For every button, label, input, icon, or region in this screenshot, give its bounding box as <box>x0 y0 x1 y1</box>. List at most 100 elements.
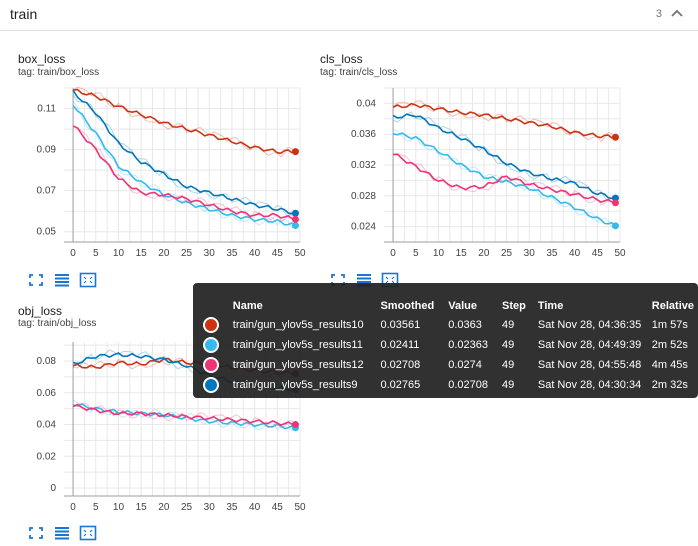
header-smoothed: Smoothed <box>380 300 435 312</box>
raw-value: 0.0363 <box>448 319 482 331</box>
fit-domain-icon[interactable] <box>79 525 97 541</box>
x-tick-label: 15 <box>136 502 148 513</box>
raw-value: 0.02708 <box>448 379 488 391</box>
grid <box>64 87 301 242</box>
y-tick-label: 0.06 <box>37 388 57 399</box>
series-line <box>393 153 616 204</box>
step-value: 49 <box>502 359 515 371</box>
x-tick-label: 30 <box>204 248 216 259</box>
series-3 <box>392 153 619 207</box>
x-tick-label: 20 <box>478 248 490 259</box>
fit-domain-icon[interactable] <box>79 272 97 288</box>
x-tick-label: 30 <box>204 502 216 513</box>
cls-loss-chart[interactable]: 0 5 10 15 20 25 30 35 40 45 50 0.024 0.028 0.032 0.036… <box>320 80 640 270</box>
data-table-icon[interactable] <box>355 272 373 288</box>
x-tick-label: 10 <box>113 502 125 513</box>
series-line <box>72 88 296 154</box>
chart-card-obj-loss: obj_loss tag: train/obj_loss <box>0 292 330 546</box>
run-name: train/gun_ylov5s_results11 <box>232 339 363 351</box>
chart-toolbar <box>27 272 97 288</box>
time-value: Sat Nov 28, 04:49:39 <box>537 339 642 351</box>
run-color-dot <box>199 375 229 395</box>
y-tick-label: 0.02 <box>37 451 57 462</box>
series-0 <box>72 86 299 158</box>
run-name: train/gun_ylov5s_results10 <box>232 319 364 331</box>
time-value: Sat Nov 28, 04:55:48 <box>537 359 642 371</box>
x-tick-label: 10 <box>433 248 445 259</box>
y-tick-label: 0.036 <box>351 129 376 140</box>
header-relative: Relative <box>651 300 694 312</box>
y-tick-label: 0.11 <box>37 104 56 115</box>
series-line <box>72 89 296 215</box>
section-title: train <box>10 6 38 22</box>
series-end-point <box>291 215 299 223</box>
chart-count: 3 <box>655 8 662 20</box>
series-line <box>72 125 296 221</box>
x-tick-label: 15 <box>136 248 148 259</box>
header-step: Step <box>502 300 526 312</box>
x-tick-label: 5 <box>93 248 99 259</box>
raw-series-line <box>392 153 616 206</box>
x-tick-label: 5 <box>93 502 99 513</box>
tooltip-header-row: Name Smoothed Value Step Time Relative <box>199 297 698 315</box>
chart-tag: tag: train/obj_loss <box>18 318 97 329</box>
tooltip-row: train/gun_ylov5s_results9 0.02765 0.02708 4… <box>199 375 698 395</box>
relative-value: 2m 32s <box>651 379 688 391</box>
header-color <box>199 297 229 315</box>
y-tick-label: 0.024 <box>351 222 376 233</box>
x-tick-label: 50 <box>294 502 306 513</box>
tooltip-table: Name Smoothed Value Step Time Relative t… <box>199 297 698 395</box>
time-value: Sat Nov 28, 04:36:35 <box>537 319 642 331</box>
x-tick-label: 0 <box>70 502 76 513</box>
x-tick-label: 40 <box>569 248 581 259</box>
y-tick-label: 0.09 <box>37 145 57 156</box>
series-2 <box>72 100 299 230</box>
run-name: train/gun_ylov5s_results12 <box>232 359 364 371</box>
series-3 <box>72 125 299 223</box>
series-3 <box>72 403 299 429</box>
run-color-dot-icon <box>203 317 219 333</box>
y-tick-label: 0 <box>50 483 56 494</box>
series-line <box>392 102 616 139</box>
x-tick-label: 45 <box>592 248 604 259</box>
raw-series-line <box>392 128 616 229</box>
fullscreen-icon[interactable] <box>27 525 45 541</box>
chevron-up-icon[interactable] <box>670 6 684 20</box>
tooltip-row: train/gun_ylov5s_results11 0.02411 0.02363… <box>199 335 698 355</box>
x-tick-label: 40 <box>249 502 261 513</box>
raw-value: 0.02363 <box>448 339 488 351</box>
run-color-dot-icon <box>203 357 219 373</box>
raw-series-line <box>72 86 296 158</box>
series-1 <box>72 89 299 218</box>
smoothed-value: 0.02765 <box>380 379 421 391</box>
x-tick-label: 15 <box>456 248 468 259</box>
x-tick-label: 5 <box>413 248 419 259</box>
box-loss-chart[interactable]: 0 5 10 15 20 25 30 35 40 45 50 0.05 0.07 0.09 0.11 <box>0 80 320 270</box>
grid <box>384 87 621 243</box>
chart-tag: tag: train/box_loss <box>18 67 100 78</box>
fullscreen-icon[interactable] <box>329 272 347 288</box>
chart-title: cls_loss <box>320 52 363 66</box>
data-table-icon[interactable] <box>53 525 71 541</box>
series-2 <box>392 128 619 230</box>
y-tick-label: 0.08 <box>37 356 57 367</box>
header-time: Time <box>537 300 564 312</box>
x-tick-label: 25 <box>501 248 513 259</box>
x-tick-label: 20 <box>158 248 170 259</box>
series-end-point <box>291 148 299 156</box>
raw-series-line <box>72 399 296 432</box>
data-table-icon[interactable] <box>53 272 71 288</box>
section-header[interactable]: train 3 <box>0 0 698 31</box>
chart-tag: tag: train/cls_loss <box>320 67 398 78</box>
run-color-dot <box>199 335 229 355</box>
x-tick-label: 20 <box>158 502 170 513</box>
relative-value: 4m 45s <box>651 359 688 371</box>
fullscreen-icon[interactable] <box>27 272 45 288</box>
chart-card-cls-loss: cls_loss tag: train/cls_loss <box>302 38 698 298</box>
x-tick-label: 35 <box>546 248 558 259</box>
y-tick-label: 0.07 <box>37 186 57 197</box>
y-tick-label: 0.04 <box>357 98 377 109</box>
y-tick-label: 0.032 <box>351 160 376 171</box>
raw-value: 0.0274 <box>448 359 482 371</box>
x-tick-label: 50 <box>614 248 626 259</box>
